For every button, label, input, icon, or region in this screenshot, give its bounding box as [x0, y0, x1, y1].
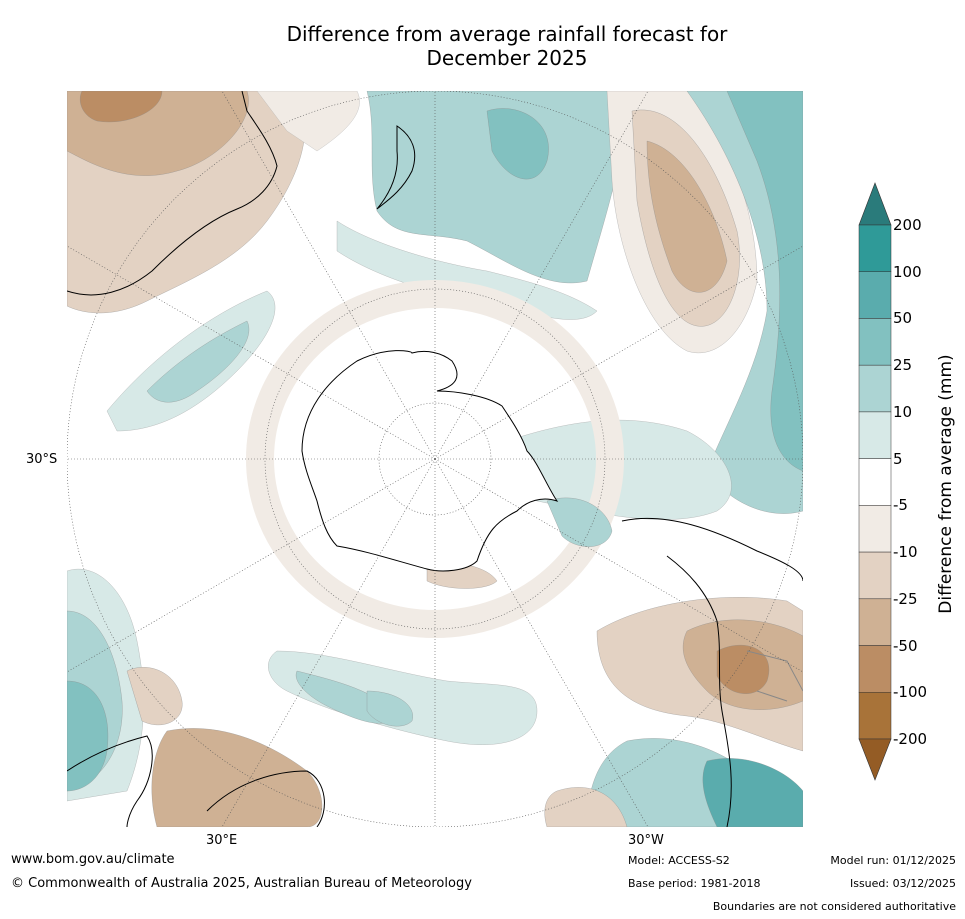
colorbar-band	[858, 458, 892, 506]
colorbar-label: Difference from average (mm)	[936, 354, 956, 614]
southern-africa-coastline	[206, 770, 325, 827]
south-america-coastline	[621, 517, 803, 827]
colorbar-band	[858, 271, 892, 319]
colorbar-band	[858, 645, 892, 693]
country-borders	[746, 650, 803, 702]
chart-title-line1: Difference from average rainfall forecas…	[286, 22, 728, 46]
antarctica-coastline	[301, 350, 559, 572]
model-name: Model: ACCESS-S2	[628, 854, 730, 867]
boundaries-disclaimer: Boundaries are not considered authoritat…	[712, 900, 956, 913]
colorbar-bands	[858, 224, 892, 740]
issued-date: Issued: 03/12/2025	[849, 877, 956, 890]
colorbar-tick: 50	[893, 309, 913, 328]
colorbar-band	[858, 598, 892, 646]
colorbar-band	[858, 505, 892, 553]
colorbar-tick: 10	[893, 402, 913, 421]
pacific-wet-region	[336, 91, 628, 320]
south-america-dry-region	[544, 597, 803, 827]
chart-title-line2: December 2025	[426, 46, 588, 70]
africa-coastline	[67, 735, 153, 827]
colorbar-band	[858, 318, 892, 366]
australia-dry-region	[67, 91, 360, 314]
lat-label-30s: 30°S	[26, 452, 58, 467]
colorbar-over-triangle	[858, 182, 892, 226]
colorbar-tick: 100	[893, 262, 922, 281]
colorbar-under-triangle	[858, 738, 892, 781]
colorbar-tick: 200	[893, 216, 922, 234]
website-link[interactable]: www.bom.gov.au/climate	[11, 852, 175, 867]
colorbar-tick: -10	[893, 543, 918, 562]
colorbar-band	[858, 551, 892, 600]
lon-label-30e: 30°E	[206, 833, 238, 848]
colorbar-band	[858, 364, 892, 413]
indian-ocean-wet-streak	[106, 290, 276, 432]
rainfall-anomaly-map	[67, 91, 803, 827]
southern-ocean-wet-streak	[268, 650, 538, 745]
graticule	[67, 91, 803, 827]
lon-label-30w: 30°W	[628, 833, 664, 848]
colorbar-tick: -50	[893, 636, 918, 655]
chart-title: Difference from average rainfall forecas…	[0, 22, 965, 70]
model-run-date: Model run: 01/12/2025	[830, 854, 956, 867]
colorbar-tick: 25	[893, 356, 913, 375]
australia-coastline	[67, 91, 278, 296]
colorbar-band	[858, 224, 892, 272]
copyright-text: © Commonwealth of Australia 2025, Austra…	[11, 876, 472, 891]
colorbar-tick: 5	[893, 449, 903, 468]
base-period: Base period: 1981-2018	[628, 877, 761, 890]
colorbar-band	[858, 411, 892, 459]
colorbar	[858, 182, 892, 781]
colorbar-band	[858, 692, 892, 740]
colorbar-tick: -25	[893, 589, 918, 608]
new-zealand-coastline	[376, 125, 416, 210]
colorbar-tick: -5	[893, 496, 908, 515]
southern-africa-region	[67, 569, 323, 827]
colorbar-tick: -200	[893, 730, 928, 748]
colorbar-tick: -100	[893, 683, 928, 702]
